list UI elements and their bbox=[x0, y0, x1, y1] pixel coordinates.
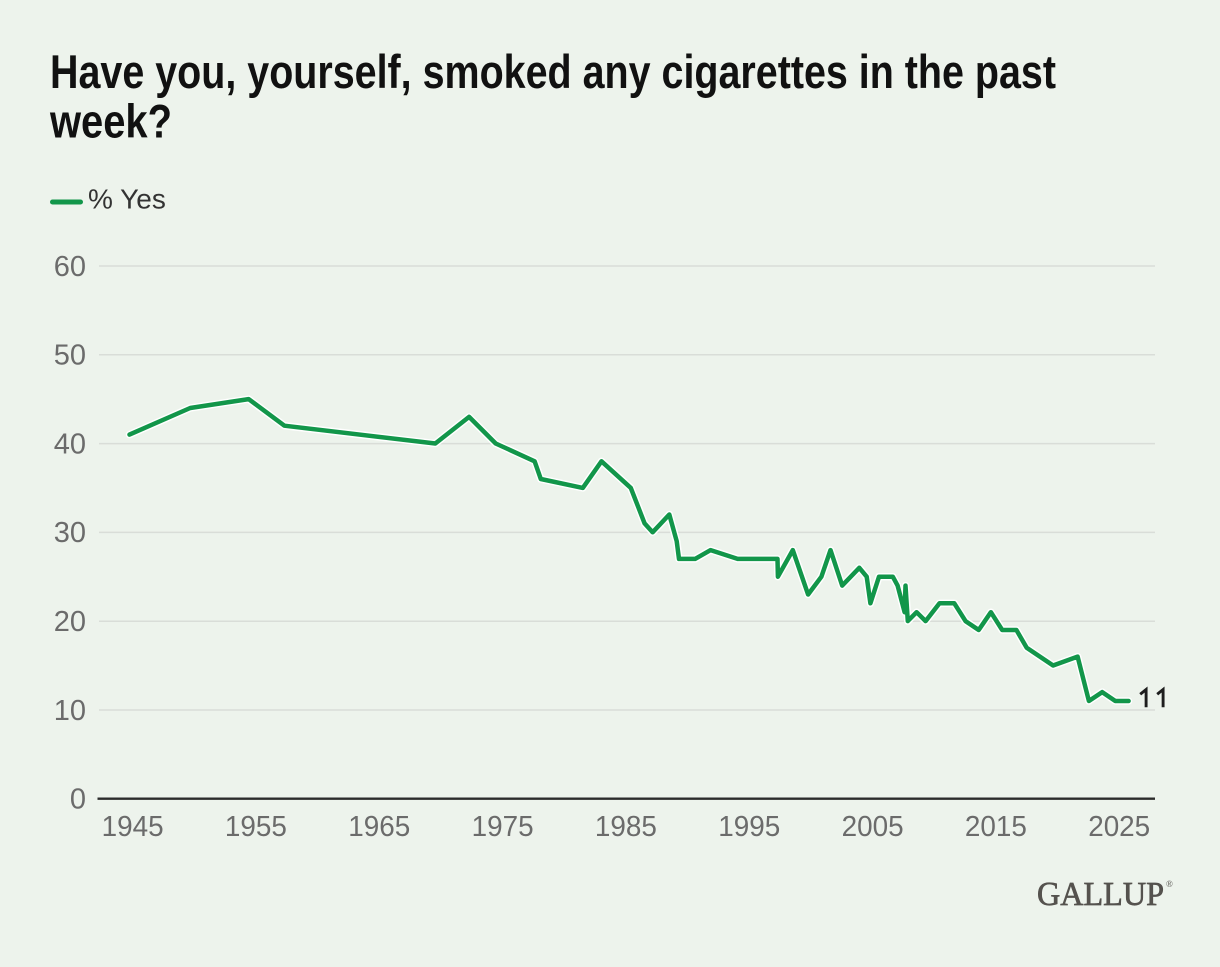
svg-text:0: 0 bbox=[70, 784, 86, 816]
svg-text:Have you, yourself, smoked any: Have you, yourself, smoked any cigarette… bbox=[50, 46, 1056, 99]
svg-text:30: 30 bbox=[54, 517, 86, 549]
svg-text:10: 10 bbox=[54, 695, 86, 727]
svg-text:1955: 1955 bbox=[225, 811, 287, 843]
svg-text:20: 20 bbox=[54, 606, 86, 638]
svg-text:®: ® bbox=[1166, 879, 1173, 889]
svg-text:2005: 2005 bbox=[842, 811, 904, 843]
svg-text:1975: 1975 bbox=[472, 811, 534, 843]
svg-text:week?: week? bbox=[49, 95, 172, 148]
svg-text:2025: 2025 bbox=[1088, 811, 1150, 843]
svg-text:1995: 1995 bbox=[718, 811, 780, 843]
svg-text:40: 40 bbox=[54, 428, 86, 460]
svg-text:50: 50 bbox=[54, 340, 86, 372]
svg-text:GALLUP: GALLUP bbox=[1037, 876, 1164, 913]
svg-text:1945: 1945 bbox=[102, 811, 164, 843]
svg-text:60: 60 bbox=[54, 251, 86, 283]
svg-text:1965: 1965 bbox=[348, 811, 410, 843]
svg-text:% Yes: % Yes bbox=[88, 184, 166, 215]
svg-text:1985: 1985 bbox=[595, 811, 657, 843]
svg-text:2015: 2015 bbox=[965, 811, 1027, 843]
